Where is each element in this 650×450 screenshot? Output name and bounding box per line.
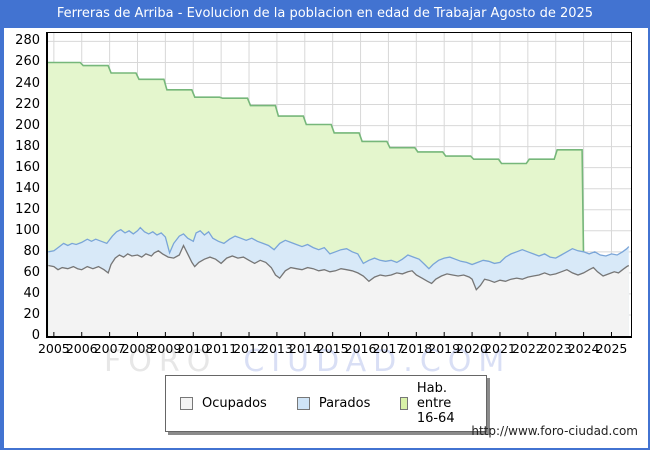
y-axis-label: 180 [4,139,40,154]
y-axis-label: 120 [4,202,40,217]
y-axis-label: 20 [4,307,40,322]
legend: Ocupados Parados Hab. entre 16-64 [165,375,487,432]
legend-item-ocupados: Ocupados [180,396,267,411]
legend-item-hab: Hab. entre 16-64 [400,381,472,426]
legend-item-parados: Parados [297,396,371,411]
parados-swatch-icon [297,397,310,410]
hab-swatch-icon [400,397,407,410]
y-axis-label: 60 [4,265,40,280]
footer-url-link[interactable]: http://www.foro-ciudad.com [471,424,638,438]
y-axis-label: 260 [4,54,40,69]
legend-label-hab: Hab. entre 16-64 [417,381,472,426]
y-axis-label: 280 [4,33,40,48]
y-axis-label: 240 [4,76,40,91]
y-axis-label: 160 [4,160,40,175]
y-axis-label: 200 [4,118,40,133]
y-axis-label: 80 [4,244,40,259]
y-axis-label: 140 [4,181,40,196]
y-axis-label: 100 [4,223,40,238]
plot-area [46,32,632,338]
legend-label-ocupados: Ocupados [202,396,267,411]
y-axis-label: 40 [4,286,40,301]
chart-plot-svg [48,33,631,336]
chart-title: Ferreras de Arriba - Evolucion de la pob… [0,0,650,28]
y-axis-label: 220 [4,97,40,112]
legend-label-parados: Parados [319,396,371,411]
chart-window: Ferreras de Arriba - Evolucion de la pob… [0,0,650,450]
x-axis-label: 2025 [594,341,628,356]
y-axis-label: 0 [4,328,40,343]
ocupados-swatch-icon [180,397,193,410]
